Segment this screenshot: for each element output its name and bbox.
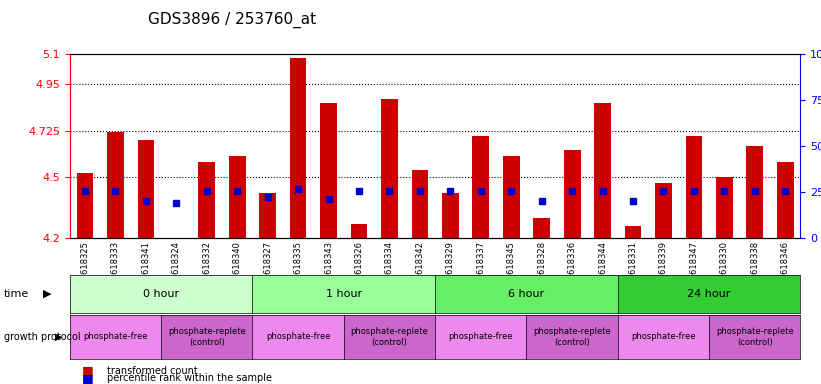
Bar xyxy=(259,193,276,238)
Bar xyxy=(442,193,459,238)
Text: phosphate-free: phosphate-free xyxy=(83,333,148,341)
Bar xyxy=(686,136,702,238)
Bar xyxy=(411,170,429,238)
Bar xyxy=(594,103,611,238)
Bar xyxy=(351,224,367,238)
Text: transformed count: transformed count xyxy=(107,366,198,376)
Bar xyxy=(564,150,580,238)
Bar xyxy=(76,172,94,238)
Text: phosphate-replete
(control): phosphate-replete (control) xyxy=(351,327,429,347)
Bar xyxy=(777,162,794,238)
Text: phosphate-free: phosphate-free xyxy=(631,333,695,341)
Text: 24 hour: 24 hour xyxy=(687,289,731,299)
Text: phosphate-free: phosphate-free xyxy=(448,333,513,341)
Text: growth protocol: growth protocol xyxy=(4,332,80,342)
Text: ■: ■ xyxy=(82,372,94,384)
Bar xyxy=(107,132,124,238)
Bar xyxy=(472,136,489,238)
Bar xyxy=(229,156,245,238)
Text: 6 hour: 6 hour xyxy=(508,289,544,299)
Bar xyxy=(655,183,672,238)
Text: time: time xyxy=(4,289,30,299)
Text: GDS3896 / 253760_at: GDS3896 / 253760_at xyxy=(148,12,316,28)
Text: ▶: ▶ xyxy=(44,289,52,299)
Text: 1 hour: 1 hour xyxy=(326,289,362,299)
Bar xyxy=(381,99,398,238)
Text: phosphate-replete
(control): phosphate-replete (control) xyxy=(534,327,611,347)
Text: ▶: ▶ xyxy=(55,332,63,342)
Text: percentile rank within the sample: percentile rank within the sample xyxy=(107,373,272,383)
Text: ■: ■ xyxy=(82,364,94,377)
Text: 0 hour: 0 hour xyxy=(143,289,179,299)
Bar xyxy=(534,218,550,238)
Text: phosphate-free: phosphate-free xyxy=(266,333,330,341)
Bar xyxy=(320,103,337,238)
Bar xyxy=(199,162,215,238)
Bar xyxy=(716,177,732,238)
Bar xyxy=(625,226,641,238)
Bar xyxy=(746,146,764,238)
Text: phosphate-replete
(control): phosphate-replete (control) xyxy=(168,327,245,347)
Text: phosphate-replete
(control): phosphate-replete (control) xyxy=(716,327,794,347)
Bar xyxy=(503,156,520,238)
Bar xyxy=(290,58,306,238)
Bar xyxy=(138,140,154,238)
